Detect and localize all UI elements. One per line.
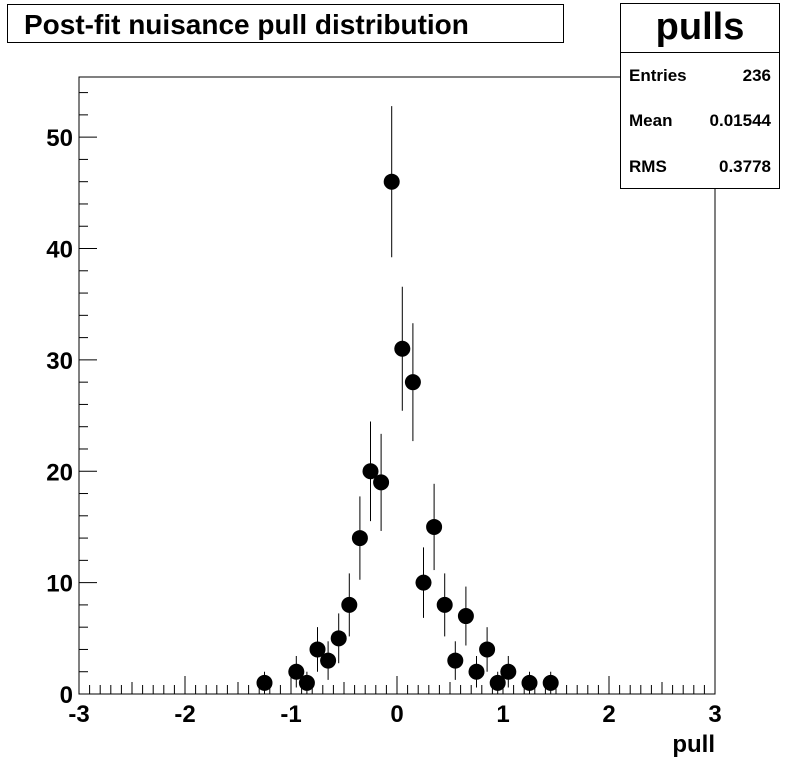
- stats-key: RMS: [629, 157, 667, 176]
- x-tick-label: -2: [174, 701, 195, 728]
- data-point: [521, 674, 538, 691]
- stats-row-entries: Entries 236: [621, 66, 779, 90]
- stats-key: Mean: [629, 111, 673, 130]
- stats-name: pulls: [621, 4, 779, 53]
- y-tick-label: 10: [46, 571, 73, 598]
- stats-row-mean: Mean 0.01544: [621, 111, 779, 135]
- chart-title-box: Post-fit nuisance pull distribution: [7, 4, 564, 43]
- data-point: [320, 652, 337, 669]
- y-tick-label: 20: [46, 459, 73, 486]
- data-point: [457, 608, 474, 625]
- data-point: [404, 374, 421, 391]
- stats-row-rms: RMS 0.3778: [621, 157, 779, 181]
- y-tick-label: 50: [46, 125, 73, 152]
- data-point: [447, 652, 464, 669]
- y-tick-label: 0: [60, 682, 73, 709]
- stats-key: Entries: [629, 66, 687, 85]
- data-point: [500, 663, 517, 680]
- chart-title: Post-fit nuisance pull distribution: [24, 9, 469, 40]
- y-tick-label: 40: [46, 237, 73, 264]
- data-point: [394, 340, 411, 357]
- data-point: [468, 663, 485, 680]
- data-point: [373, 474, 390, 491]
- data-points: [256, 106, 559, 694]
- stats-value: 0.3778: [719, 157, 771, 176]
- data-point: [330, 630, 347, 647]
- x-tick-label: -1: [280, 701, 301, 728]
- y-tick-label: 30: [46, 348, 73, 375]
- stats-value: 236: [742, 66, 771, 85]
- data-point: [479, 641, 496, 658]
- data-point: [436, 596, 453, 613]
- data-point: [362, 463, 379, 480]
- data-point: [309, 641, 326, 658]
- data-point: [383, 173, 400, 190]
- x-axis-title: pull: [672, 731, 715, 758]
- data-point: [341, 596, 358, 613]
- data-point: [489, 674, 506, 691]
- data-point: [426, 518, 443, 535]
- stats-value: 0.01544: [709, 111, 771, 130]
- data-point: [298, 674, 315, 691]
- x-tick-label: 1: [496, 701, 509, 728]
- data-point: [351, 530, 368, 547]
- data-point: [542, 674, 559, 691]
- x-tick-label: -3: [68, 701, 89, 728]
- stats-box: pulls Entries 236 Mean 0.01544 RMS 0.377…: [620, 3, 780, 189]
- data-point: [415, 574, 432, 591]
- x-tick-label: 2: [602, 701, 615, 728]
- data-point: [256, 674, 273, 691]
- data-point: [288, 663, 305, 680]
- x-tick-label: 0: [390, 701, 403, 728]
- x-tick-label: 3: [708, 701, 721, 728]
